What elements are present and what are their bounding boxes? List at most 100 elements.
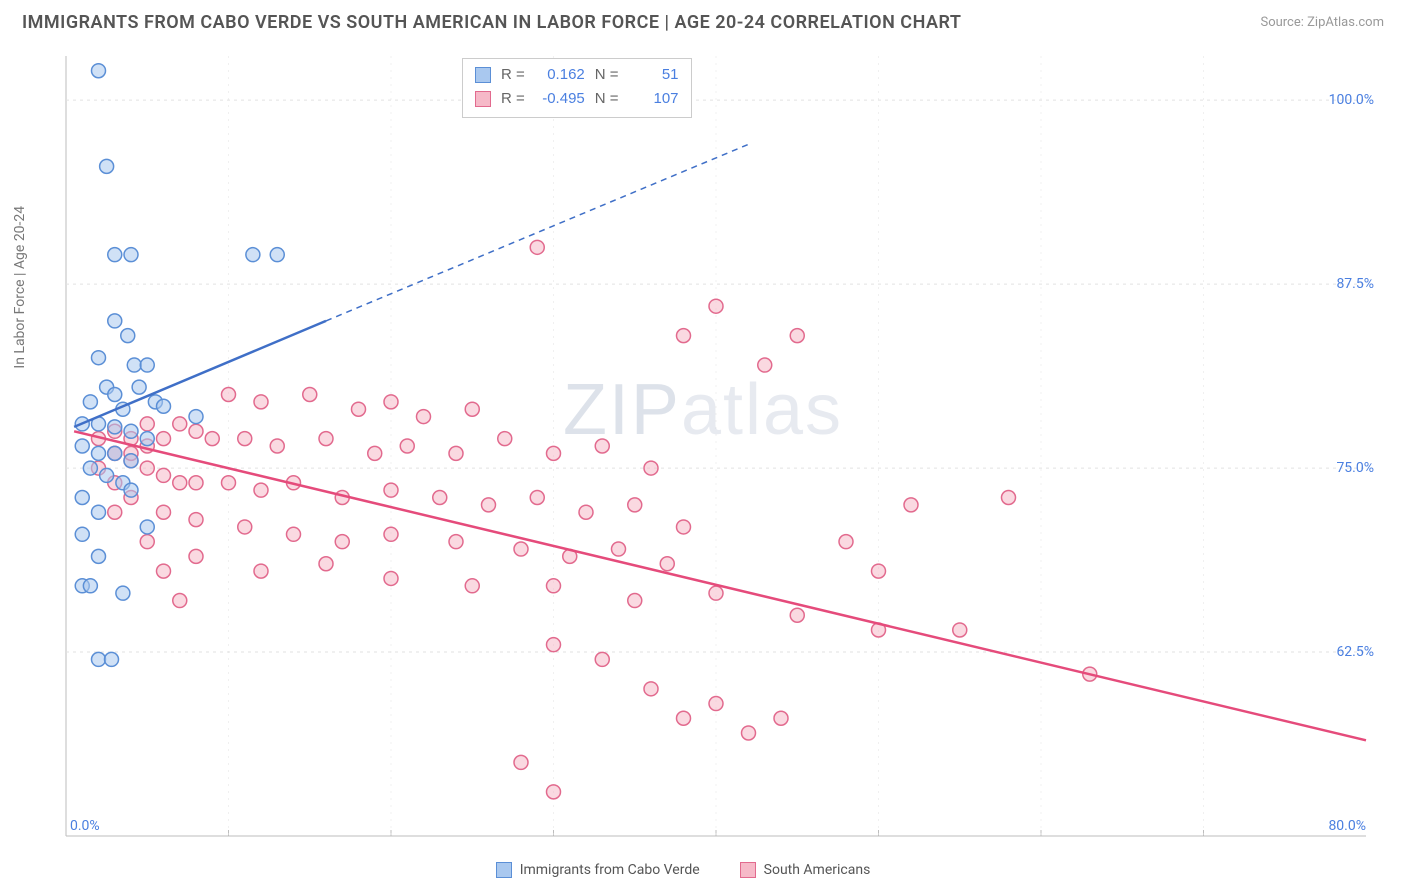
south_american-point (742, 726, 756, 740)
south_american-point (222, 476, 236, 490)
south_american-point (140, 417, 154, 431)
cabo_verde-point (116, 586, 130, 600)
y-tick-label: 87.5% (1336, 276, 1374, 292)
x-axis-min-label: 0.0% (70, 818, 100, 834)
south_american-point (140, 535, 154, 549)
south_american-point (238, 520, 252, 534)
y-tick-label: 75.0% (1336, 460, 1374, 476)
cabo_verde-point (92, 351, 106, 365)
south_american-point (189, 424, 203, 438)
south_american-point (547, 446, 561, 460)
south_american-point (205, 432, 219, 446)
south_american-point (644, 461, 658, 475)
chart-title: IMMIGRANTS FROM CABO VERDE VS SOUTH AMER… (22, 12, 961, 33)
legend: Immigrants from Cabo VerdeSouth American… (0, 862, 1366, 878)
south_american-point (953, 623, 967, 637)
cabo_verde-point (124, 424, 138, 438)
south_american-point (514, 542, 528, 556)
south_american-point (547, 785, 561, 799)
south_american-point (335, 535, 349, 549)
south_american-point (612, 542, 626, 556)
y-tick-label: 100.0% (1329, 92, 1374, 108)
n-label: N = (595, 63, 619, 87)
south_american-point (384, 571, 398, 585)
cabo_verde-point (140, 520, 154, 534)
cabo_verde-point (132, 380, 146, 394)
y-axis-label: In Labor Force | Age 20-24 (12, 206, 28, 369)
cabo_verde-point (100, 159, 114, 173)
south_american-point (352, 402, 366, 416)
r-label: R = (501, 87, 525, 111)
cabo_verde-point (105, 652, 119, 666)
south_american-point (595, 652, 609, 666)
n-value: 107 (629, 87, 679, 111)
cabo_verde-point (92, 446, 106, 460)
south_american-point (628, 594, 642, 608)
south_american-point (254, 395, 268, 409)
south_american-point (238, 432, 252, 446)
south_american-point (157, 505, 171, 519)
south_american-point (1002, 491, 1016, 505)
south_american-point (140, 461, 154, 475)
south_american-point (677, 329, 691, 343)
x-axis-max-label: 80.0% (1328, 818, 1366, 834)
n-label: N = (595, 87, 619, 111)
cabo_verde-point (124, 483, 138, 497)
south_american-point (677, 711, 691, 725)
r-value: 0.162 (535, 63, 585, 87)
cabo_verde-point (92, 549, 106, 563)
south_american-point (904, 498, 918, 512)
south_american-point (368, 446, 382, 460)
cabo_verde-point (127, 358, 141, 372)
south_american-point (173, 594, 187, 608)
south_american-point (465, 579, 479, 593)
south_american-point (254, 564, 268, 578)
cabo_verde-point (83, 461, 97, 475)
cabo_verde-point (83, 395, 97, 409)
south_american-point (189, 549, 203, 563)
scatter-chart (22, 50, 1384, 850)
south_american-point (433, 491, 447, 505)
south_american-point (530, 240, 544, 254)
south_american-point (498, 432, 512, 446)
south_american-point (872, 564, 886, 578)
cabo_verde-point (108, 420, 122, 434)
legend-item: Immigrants from Cabo Verde (496, 862, 700, 878)
south_american-point (189, 513, 203, 527)
r-value: -0.495 (535, 87, 585, 111)
south_american-point (173, 476, 187, 490)
south_american-point (157, 564, 171, 578)
south_american-point (465, 402, 479, 416)
cabo_verde-point (108, 314, 122, 328)
south_american-point (530, 491, 544, 505)
south_american-point (157, 432, 171, 446)
stats-row: R =0.162N =51 (475, 63, 679, 87)
cabo_verde-point (124, 454, 138, 468)
swatch-icon (740, 862, 756, 878)
south_american-point (839, 535, 853, 549)
cabo_verde-point (75, 527, 89, 541)
cabo_verde-point (140, 358, 154, 372)
cabo_verde-point (108, 248, 122, 262)
legend-label: Immigrants from Cabo Verde (520, 862, 700, 878)
cabo_verde-point (92, 505, 106, 519)
south_american-point (384, 395, 398, 409)
cabo_verde-point (270, 248, 284, 262)
south_american-point (709, 586, 723, 600)
source-label: Source: ZipAtlas.com (1260, 15, 1384, 30)
cabo_verde-point (108, 387, 122, 401)
cabo_verde-point (108, 446, 122, 460)
stats-row: R = -0.495 N = 107 (475, 87, 679, 111)
south_american-point (644, 682, 658, 696)
south_american-point (157, 468, 171, 482)
swatch-icon (475, 91, 491, 107)
swatch-icon (496, 862, 512, 878)
cabo_verde-point (92, 64, 106, 78)
south_american-point (790, 608, 804, 622)
cabo_verde-point (124, 248, 138, 262)
cabo_verde-point (92, 652, 106, 666)
south_american-point (254, 483, 268, 497)
n-value: 51 (629, 63, 679, 87)
cabo_verde-point (100, 468, 114, 482)
cabo_verde-point (140, 432, 154, 446)
